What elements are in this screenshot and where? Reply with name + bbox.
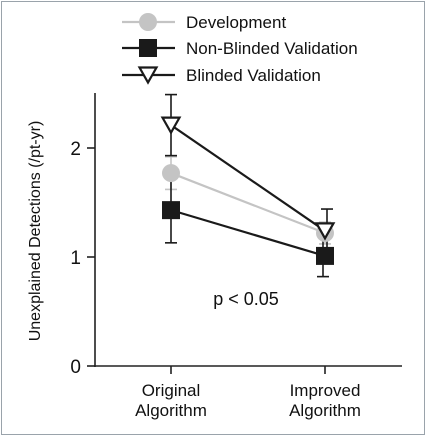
legend-label: Development	[186, 13, 286, 32]
data-point	[162, 164, 180, 183]
series-line	[170, 209, 326, 257]
legend-marker	[139, 13, 157, 31]
legend-label: Blinded Validation	[186, 66, 321, 85]
data-point	[160, 116, 182, 135]
y-tick-label: 1	[70, 248, 81, 269]
annotation-pvalue: p < 0.05	[213, 289, 279, 309]
data-point	[314, 222, 336, 241]
y-axis-label: Unexplained Detections (/pt-yr)	[27, 121, 44, 342]
data-point	[316, 246, 334, 265]
y-tick-label: 2	[70, 139, 81, 160]
x-tick-label: Original Algorithm	[135, 381, 207, 420]
data-point	[162, 201, 180, 220]
legend-label: Non-Blinded Validation	[186, 39, 358, 58]
y-tick-label: 0	[70, 357, 81, 378]
legend-marker	[139, 39, 157, 57]
series-line	[170, 124, 326, 232]
x-tick-label: Improved Algorithm	[289, 381, 361, 420]
series-line	[170, 172, 326, 235]
legend-marker	[137, 66, 159, 85]
